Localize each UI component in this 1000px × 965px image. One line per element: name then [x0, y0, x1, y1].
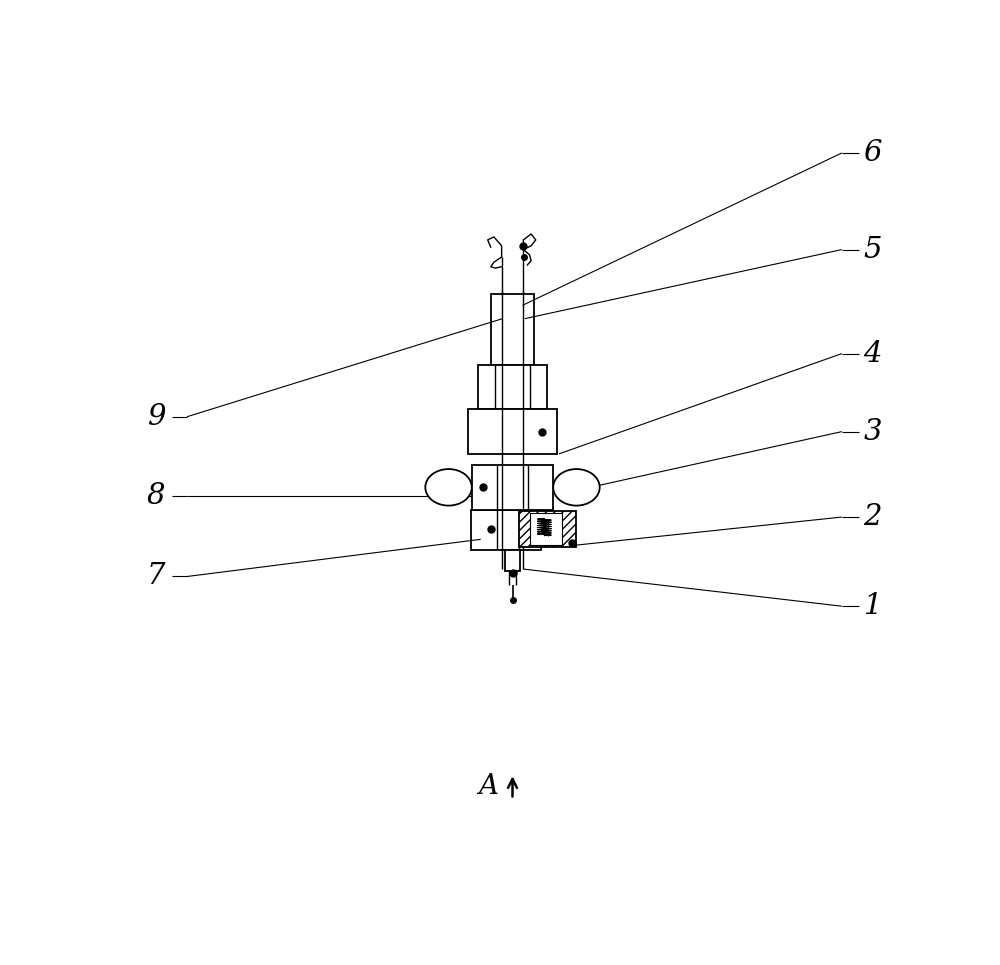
Text: 4: 4: [864, 340, 882, 368]
Text: 2: 2: [864, 503, 882, 531]
Bar: [472, 465, 553, 510]
Text: 3: 3: [864, 418, 882, 446]
Text: 1: 1: [864, 593, 882, 620]
Bar: [478, 365, 547, 409]
Text: 7: 7: [147, 563, 165, 591]
Ellipse shape: [425, 469, 472, 506]
Bar: [519, 511, 576, 547]
Bar: [491, 294, 534, 365]
Bar: [471, 510, 541, 550]
Text: 9: 9: [147, 402, 165, 430]
Bar: [468, 409, 557, 454]
Bar: [530, 513, 562, 544]
Bar: [505, 550, 520, 571]
Text: A: A: [479, 773, 499, 800]
Text: 6: 6: [864, 139, 882, 167]
Ellipse shape: [553, 469, 600, 506]
Text: 5: 5: [864, 235, 882, 263]
Text: 8: 8: [147, 482, 165, 510]
